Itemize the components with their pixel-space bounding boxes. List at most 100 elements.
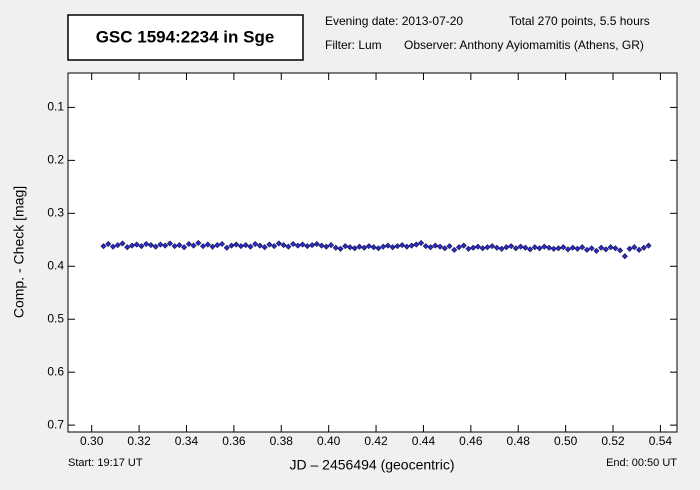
data-point bbox=[441, 245, 448, 252]
data-point bbox=[389, 244, 396, 251]
data-point bbox=[403, 243, 410, 250]
data-point bbox=[451, 246, 458, 253]
data-point bbox=[162, 242, 169, 249]
data-point bbox=[214, 242, 221, 249]
data-point bbox=[114, 242, 121, 249]
data-point bbox=[531, 244, 538, 251]
x-tick-label: 0.50 bbox=[554, 434, 578, 448]
title-box bbox=[67, 14, 304, 61]
data-point bbox=[195, 239, 202, 246]
x-tick-label: 0.40 bbox=[317, 434, 341, 448]
x-tick-label: 0.32 bbox=[127, 434, 151, 448]
data-point bbox=[517, 243, 524, 250]
x-tick-label: 0.52 bbox=[601, 434, 625, 448]
data-point bbox=[299, 241, 306, 248]
data-point bbox=[413, 241, 420, 248]
data-point bbox=[313, 241, 320, 248]
data-point bbox=[432, 242, 439, 249]
y-tick-label: 0.4 bbox=[47, 258, 64, 272]
data-point bbox=[152, 243, 159, 250]
data-point bbox=[427, 244, 434, 251]
data-point bbox=[294, 242, 301, 249]
data-point bbox=[602, 246, 609, 253]
y-axis-label: Comp. - Check [mag] bbox=[11, 186, 27, 318]
data-point bbox=[484, 244, 491, 251]
data-point bbox=[228, 242, 235, 249]
data-point bbox=[437, 243, 444, 250]
data-point bbox=[446, 243, 453, 250]
data-point bbox=[261, 244, 268, 251]
data-point bbox=[384, 242, 391, 249]
x-tick-label: 0.36 bbox=[222, 434, 246, 448]
data-point bbox=[375, 245, 382, 252]
x-tick-label: 0.48 bbox=[507, 434, 531, 448]
data-point bbox=[285, 243, 292, 250]
data-point bbox=[328, 242, 335, 249]
data-point bbox=[185, 241, 192, 248]
data-point bbox=[569, 244, 576, 251]
data-point bbox=[157, 241, 164, 248]
data-point bbox=[583, 246, 590, 253]
data-point bbox=[124, 244, 131, 251]
data-point bbox=[503, 244, 510, 251]
data-point bbox=[512, 245, 519, 252]
y-tick-label: 0.5 bbox=[47, 311, 64, 325]
data-point bbox=[408, 242, 415, 249]
data-point bbox=[479, 245, 486, 252]
data-point bbox=[498, 245, 505, 252]
data-point bbox=[640, 244, 647, 251]
x-tick-label: 0.46 bbox=[459, 434, 483, 448]
data-point bbox=[271, 243, 278, 250]
data-point bbox=[621, 253, 628, 260]
data-point bbox=[332, 244, 339, 251]
data-point bbox=[522, 244, 529, 251]
data-point bbox=[356, 243, 363, 250]
data-point bbox=[474, 243, 481, 250]
data-point bbox=[508, 243, 515, 250]
data-point bbox=[181, 244, 188, 251]
data-point bbox=[550, 245, 557, 252]
data-point bbox=[351, 245, 358, 252]
chart-title: GSC 1594:2234 in Sge bbox=[96, 27, 275, 46]
x-tick-label: 0.34 bbox=[175, 434, 199, 448]
data-point bbox=[342, 243, 349, 250]
x-tick-label: 0.30 bbox=[80, 434, 104, 448]
data-point bbox=[579, 244, 586, 251]
data-point bbox=[252, 241, 259, 248]
start-time: Start: 19:17 UT bbox=[68, 457, 143, 469]
data-point bbox=[617, 247, 624, 254]
evening-date: Evening date: 2013-07-20 bbox=[325, 14, 463, 28]
data-point bbox=[105, 241, 112, 248]
data-point bbox=[645, 242, 652, 249]
plot-area bbox=[67, 72, 678, 433]
end-time: End: 00:50 UT bbox=[606, 457, 677, 469]
data-point bbox=[346, 244, 354, 251]
data-point bbox=[266, 241, 273, 248]
data-point bbox=[626, 245, 633, 252]
data-point bbox=[380, 243, 387, 250]
data-point bbox=[223, 244, 230, 251]
x-tick-label: 0.42 bbox=[364, 434, 388, 448]
y-tick-label: 0.3 bbox=[47, 205, 64, 219]
data-point bbox=[176, 242, 183, 249]
data-point bbox=[455, 244, 463, 251]
data-point bbox=[200, 243, 207, 250]
data-point bbox=[465, 245, 472, 252]
data-point bbox=[323, 243, 330, 250]
x-axis-label: JD – 2456494 (geocentric) bbox=[290, 457, 455, 473]
data-point bbox=[598, 244, 605, 251]
data-point bbox=[190, 242, 197, 249]
data-point bbox=[275, 240, 282, 247]
y-tick-label: 0.6 bbox=[47, 364, 64, 378]
data-point bbox=[588, 245, 595, 252]
data-point bbox=[536, 245, 543, 252]
data-point bbox=[555, 245, 562, 252]
data-point bbox=[209, 243, 216, 250]
data-point bbox=[370, 244, 377, 251]
y-tick-label: 0.7 bbox=[47, 417, 64, 431]
data-point bbox=[607, 244, 614, 251]
data-point bbox=[541, 243, 548, 250]
x-tick-label: 0.44 bbox=[412, 434, 436, 448]
data-point bbox=[309, 242, 316, 249]
